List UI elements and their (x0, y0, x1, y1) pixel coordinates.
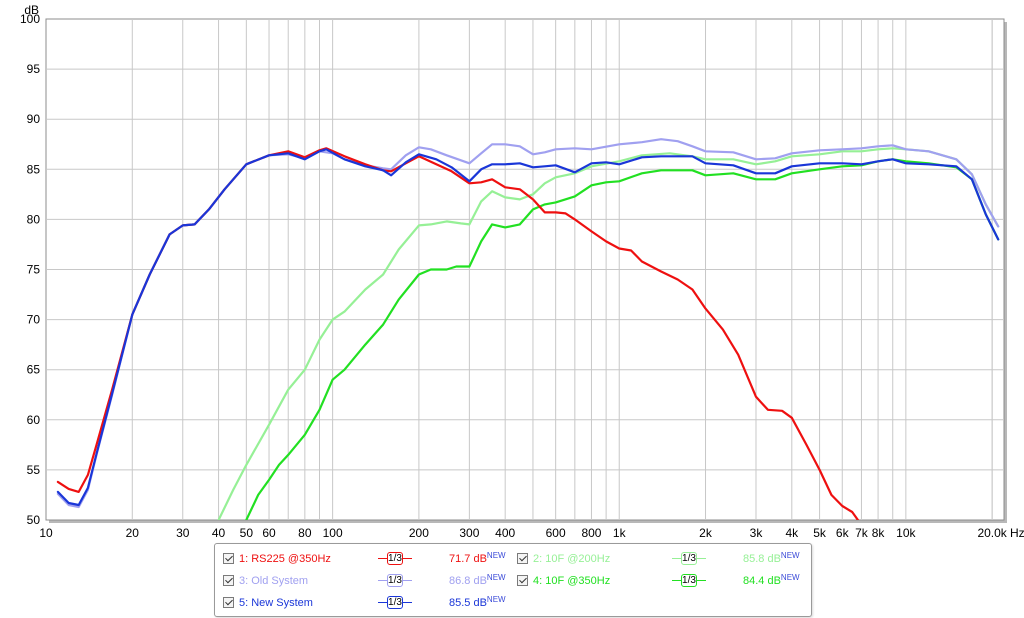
y-tick-label: 90 (27, 112, 41, 126)
legend-value-text-1: 71.7 dB (449, 553, 487, 565)
x-tick-label: 4k (785, 526, 799, 540)
x-tick-label: 10k (896, 526, 916, 540)
x-tick-label: 40 (212, 526, 226, 540)
smoothing-button-1[interactable]: 1/3 (378, 552, 412, 566)
legend-checkbox-3[interactable] (223, 575, 234, 586)
legend-checkbox-5[interactable] (223, 597, 234, 608)
new-tag-5: NEW (486, 595, 506, 604)
x-axis-unit-label: Hz (1010, 526, 1024, 540)
x-tick-label: 6k (836, 526, 850, 540)
y-tick-label: 95 (27, 62, 41, 76)
legend-value-3: 86.8 dBNEW (449, 573, 506, 589)
legend: 1: RS225 @350Hz 1/3 71.7 dBNEW 2: 10F @2… (214, 543, 812, 617)
y-axis-label: dB (24, 3, 39, 17)
y-tick-label: 75 (27, 263, 41, 277)
y-tick-label: 70 (27, 313, 41, 327)
smoothing-button-3[interactable]: 1/3 (378, 574, 412, 588)
x-tick-label: 200 (409, 526, 429, 540)
smoothing-button-5[interactable]: 1/3 (378, 596, 412, 610)
y-tick-label: 50 (27, 513, 41, 527)
series-line-5 (56, 148, 1000, 507)
legend-item-1[interactable]: 1: RS225 @350Hz 1/3 71.7 dBNEW (223, 551, 513, 567)
new-tag-1: NEW (486, 551, 506, 560)
smoothing-label-2: 1/3 (681, 552, 697, 565)
legend-checkbox-4[interactable] (517, 575, 528, 586)
series-lines (56, 138, 1000, 520)
x-tick-label: 80 (298, 526, 312, 540)
x-tick-label: 60 (262, 526, 276, 540)
smoothing-label-4: 1/3 (681, 574, 697, 587)
smoothing-button-4[interactable]: 1/3 (672, 574, 706, 588)
x-tick-label: 3k (750, 526, 764, 540)
x-tick-label: 100 (323, 526, 343, 540)
x-tick-label: 300 (459, 526, 479, 540)
legend-checkbox-2[interactable] (517, 553, 528, 564)
x-tick-label: 30 (176, 526, 190, 540)
y-tick-label: 100 (20, 12, 40, 26)
x-tick-label: 20 (126, 526, 140, 540)
x-tick-label: 800 (581, 526, 601, 540)
legend-label-5: 5: New System (239, 597, 313, 609)
legend-value-text-5: 85.5 dB (449, 597, 487, 609)
x-tick-label: 400 (495, 526, 515, 540)
smoothing-button-2[interactable]: 1/3 (672, 552, 706, 566)
new-tag-2: NEW (780, 551, 800, 560)
legend-value-text-4: 84.4 dB (743, 575, 781, 587)
x-tick-label: 7k (855, 526, 869, 540)
x-tick-label: 5k (813, 526, 827, 540)
legend-value-4: 84.4 dBNEW (743, 573, 800, 589)
y-tick-label: 65 (27, 363, 41, 377)
y-tick-label: 55 (27, 463, 41, 477)
smoothing-label-1: 1/3 (387, 552, 403, 565)
legend-item-5[interactable]: 5: New System 1/3 85.5 dBNEW (223, 595, 513, 611)
legend-item-2[interactable]: 2: 10F @200Hz 1/3 85.8 dBNEW (517, 551, 807, 567)
x-tick-label: 50 (240, 526, 254, 540)
smoothing-label-3: 1/3 (387, 574, 403, 587)
x-tick-label: 20.0k (977, 526, 1007, 540)
smoothing-label-5: 1/3 (387, 596, 403, 609)
x-tick-label: 8k (872, 526, 886, 540)
y-tick-label: 85 (27, 162, 41, 176)
legend-label-1: 1: RS225 @350Hz (239, 553, 331, 565)
x-tick-label: 10 (39, 526, 53, 540)
legend-value-1: 71.7 dBNEW (449, 551, 506, 567)
x-tick-label: 2k (699, 526, 713, 540)
legend-value-5: 85.5 dBNEW (449, 595, 506, 611)
legend-label-4: 4: 10F @350Hz (533, 575, 611, 587)
grid (46, 19, 1004, 520)
x-tick-label: 1k (613, 526, 627, 540)
legend-label-3: 3: Old System (239, 575, 309, 587)
new-tag-3: NEW (486, 573, 506, 582)
series-line-2 (217, 147, 1000, 520)
legend-value-text-2: 85.8 dB (743, 553, 781, 565)
legend-item-3[interactable]: 3: Old System 1/3 86.8 dBNEW (223, 573, 513, 589)
y-tick-label: 80 (27, 212, 41, 226)
legend-label-2: 2: 10F @200Hz (533, 553, 611, 565)
legend-item-4[interactable]: 4: 10F @350Hz 1/3 84.4 dBNEW (517, 573, 807, 589)
new-tag-4: NEW (780, 573, 800, 582)
y-tick-label: 60 (27, 413, 41, 427)
x-tick-label: 600 (546, 526, 566, 540)
legend-value-2: 85.8 dBNEW (743, 551, 800, 567)
legend-value-text-3: 86.8 dB (449, 575, 487, 587)
legend-checkbox-1[interactable] (223, 553, 234, 564)
